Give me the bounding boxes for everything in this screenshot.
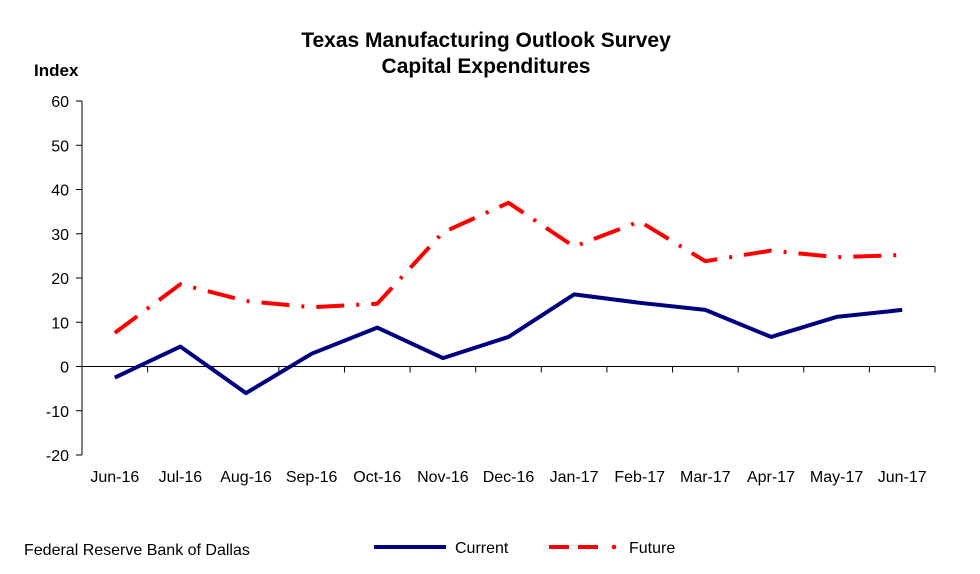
x-tick-label: Sep-16 (286, 469, 338, 486)
y-axis-label: Index (34, 61, 79, 80)
series-line-current (113, 292, 903, 396)
x-tick-label: Jan-17 (550, 469, 599, 486)
chart-subtitle: Capital Expenditures (382, 55, 591, 78)
x-tick-label: Feb-17 (614, 469, 665, 486)
y-tick-label: -10 (46, 404, 69, 421)
x-tick-label: Oct-16 (353, 469, 401, 486)
source-credit: Federal Reserve Bank of Dallas (24, 542, 250, 559)
x-tick-label: Jun-16 (90, 469, 139, 486)
x-axis: Jun-16 Jul-16 Aug-16 Sep-16 Oct-16 Nov-16 Dec-… (82, 366, 936, 486)
legend-current-label: Current (455, 540, 509, 557)
x-tick-label: Nov-16 (417, 469, 469, 486)
y-tick-label: 60 (51, 94, 69, 111)
y-tick-label: 50 (51, 138, 69, 155)
y-tick-label: 40 (51, 183, 69, 200)
legend: Current Future (374, 540, 675, 557)
x-tick-label: Dec-16 (483, 469, 535, 486)
y-axis: -20 -10 0 10 20 30 40 50 60 (46, 94, 83, 465)
x-tick-label: Jun-17 (878, 469, 927, 486)
plot-area (113, 200, 903, 396)
y-tick-label: 30 (51, 227, 69, 244)
chart-title: Texas Manufacturing Outlook Survey (301, 29, 671, 52)
x-tick-label: May-17 (810, 469, 863, 486)
legend-future-label: Future (629, 540, 675, 557)
y-tick-label: 0 (60, 360, 69, 377)
x-tick-label: Aug-16 (220, 469, 272, 486)
x-tick-label: Jul-16 (159, 469, 203, 486)
x-tick-label: Mar-17 (680, 469, 731, 486)
series-line-future (113, 200, 903, 335)
y-tick-label: 10 (51, 315, 69, 332)
x-tick-label: Apr-17 (747, 469, 795, 486)
legend-future-dot (611, 544, 617, 550)
y-tick-label: 20 (51, 271, 69, 288)
y-tick-label: -20 (46, 448, 69, 465)
